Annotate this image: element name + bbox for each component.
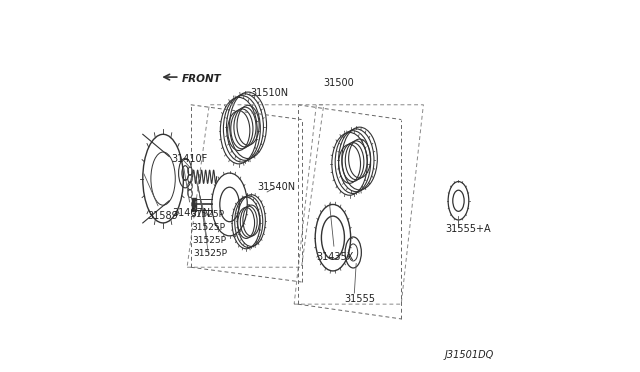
Text: J31501DQ: J31501DQ (444, 350, 493, 359)
Text: 31435X: 31435X (316, 203, 354, 262)
Text: 31410F: 31410F (172, 154, 208, 164)
Text: 31525P: 31525P (191, 223, 225, 232)
Text: 31510N: 31510N (250, 87, 288, 97)
Text: 31500: 31500 (324, 78, 355, 88)
Text: 31525P: 31525P (194, 249, 228, 258)
Text: 31555: 31555 (344, 294, 375, 304)
Text: 31525P: 31525P (193, 236, 227, 245)
Text: FRONT: FRONT (182, 74, 221, 83)
Text: 31525P: 31525P (190, 211, 224, 219)
Text: 31589: 31589 (144, 174, 178, 221)
Bar (191, 198, 196, 211)
Text: 31540N: 31540N (257, 182, 295, 192)
Text: 31555+A: 31555+A (445, 224, 491, 234)
Text: 31407N: 31407N (172, 169, 211, 218)
